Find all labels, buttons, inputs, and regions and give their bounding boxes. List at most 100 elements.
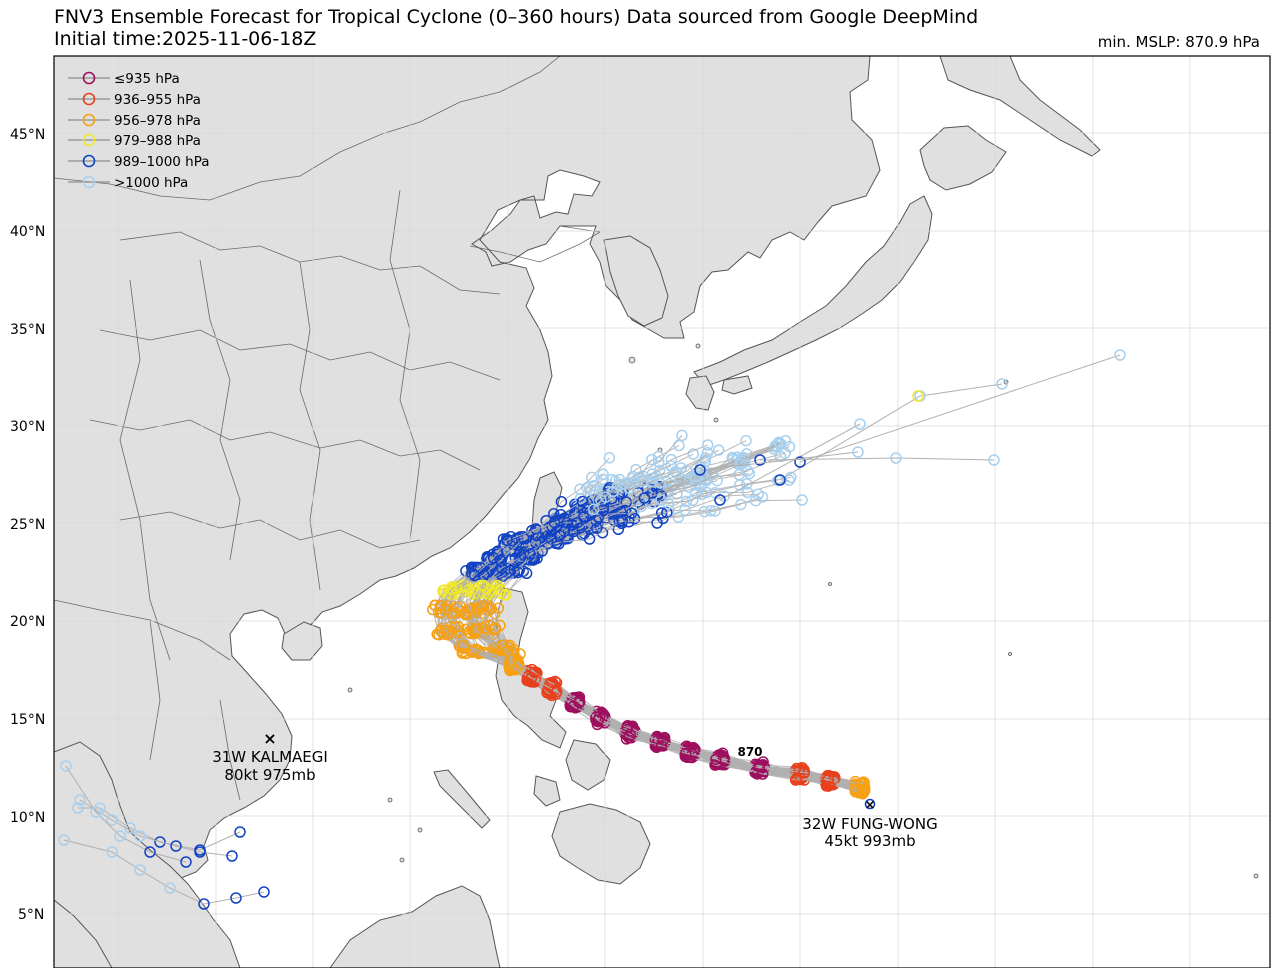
- track-point: [769, 439, 782, 452]
- track-point: [606, 493, 618, 505]
- track-point: [529, 536, 542, 549]
- track-point: [658, 466, 671, 479]
- track-point: [550, 686, 563, 698]
- track-point: [487, 552, 500, 564]
- legend-marker: [82, 133, 96, 147]
- track-point: [258, 886, 270, 898]
- lat-tick-15: 15°N: [10, 712, 45, 728]
- track-point: [587, 503, 600, 516]
- track-point: [681, 465, 693, 477]
- land-korea: [603, 235, 669, 327]
- track-point: [434, 600, 447, 612]
- lat-tick-40: 40°N: [10, 224, 45, 240]
- track-point: [754, 454, 766, 466]
- lat-axis: 45°N 40°N 35°N 30°N 25°N 20°N 15°N 10°N …: [10, 127, 45, 923]
- border-provinces-7: [389, 189, 421, 541]
- min-mslp: min. MSLP: 870.9 hPa: [1097, 33, 1260, 51]
- track-point: [170, 840, 182, 852]
- track-point: [518, 532, 530, 545]
- track-line: [63, 839, 265, 905]
- legend-item-gt1000: >1000 hPa: [68, 175, 188, 191]
- track-point: [714, 494, 726, 506]
- track-point: [710, 753, 722, 765]
- legend-marker: [82, 175, 96, 189]
- track-point: [694, 464, 706, 476]
- track-point: [740, 434, 752, 447]
- track-point: [600, 491, 612, 503]
- track-point: [597, 473, 609, 486]
- track-point: [783, 474, 795, 486]
- legend-item-989-1000: 989–1000 hPa: [68, 154, 210, 170]
- track-point: [717, 752, 730, 765]
- track-point: [756, 768, 769, 780]
- border-china-north: [469, 231, 601, 263]
- lat-tick-45: 45°N: [10, 127, 45, 143]
- track-point: [573, 522, 586, 534]
- legend-item-936-955: 936–955 hPa: [68, 92, 201, 108]
- track-point: [134, 830, 146, 842]
- track-point: [793, 764, 805, 776]
- border-provinces-1: [119, 231, 501, 295]
- track-point: [700, 486, 713, 499]
- track-point: [680, 747, 692, 760]
- track-point: [474, 561, 486, 574]
- legend-marker: [82, 71, 96, 85]
- track-point: [548, 516, 561, 529]
- legend-marker: [82, 113, 96, 127]
- track-point: [588, 480, 600, 492]
- land-hainan: [281, 621, 323, 661]
- track-point: [114, 830, 126, 842]
- track-point: [495, 583, 507, 596]
- storm-x-icon: ×: [865, 798, 876, 813]
- track-point: [665, 453, 678, 466]
- ensemble-tracks: [58, 349, 1126, 910]
- track-point: [749, 494, 762, 507]
- border-provinces-2: [99, 329, 501, 381]
- track-line: [779, 383, 1003, 481]
- track-point: [774, 474, 786, 486]
- track-point: [603, 452, 616, 464]
- legend-label: 956–978 hPa: [114, 113, 201, 129]
- track-point: [988, 454, 1000, 466]
- storm-name: 31W KALMAEGI: [212, 748, 328, 766]
- track-point: [583, 533, 596, 545]
- border-provinces-5: [199, 259, 241, 561]
- border-provinces-4: [119, 511, 421, 549]
- track-point: [457, 639, 470, 652]
- land-japan-kyushu: [685, 375, 715, 411]
- legend-item-le935: ≤935 hPa: [68, 71, 180, 87]
- track-point: [676, 429, 688, 442]
- track-point: [74, 794, 86, 806]
- legend-label: 936–955 hPa: [114, 92, 201, 108]
- legend-item-956-978: 956–978 hPa: [68, 113, 201, 129]
- track-point: [789, 774, 802, 786]
- track-line: [65, 765, 187, 863]
- track-point: [689, 478, 702, 491]
- legend-label: ≤935 hPa: [114, 71, 180, 87]
- track-point: [699, 473, 712, 486]
- track-point: [524, 548, 536, 560]
- track-point: [555, 495, 568, 508]
- border-provinces-6: [299, 261, 321, 591]
- track-point: [701, 446, 714, 459]
- storm-fung-wong: × 32W FUNG-WONG 45kt 993mb: [802, 798, 937, 850]
- track-point: [445, 583, 457, 595]
- land-asia: [54, 56, 881, 968]
- track-point: [495, 562, 508, 574]
- track-point: [686, 748, 698, 761]
- storm-position-marker: ×: [263, 729, 276, 748]
- track-point: [662, 497, 675, 510]
- track-point: [616, 515, 629, 527]
- track-point: [551, 536, 563, 549]
- track-point: [687, 448, 700, 460]
- track-point: [464, 603, 477, 615]
- track-line: [759, 457, 995, 461]
- legend-label: >1000 hPa: [114, 175, 188, 191]
- track-point: [483, 604, 495, 616]
- track-point: [471, 624, 483, 636]
- track-point: [687, 494, 699, 507]
- island: [1008, 652, 1012, 656]
- land-borneo: [329, 885, 501, 968]
- track-point: [617, 478, 630, 490]
- track-point: [796, 494, 808, 506]
